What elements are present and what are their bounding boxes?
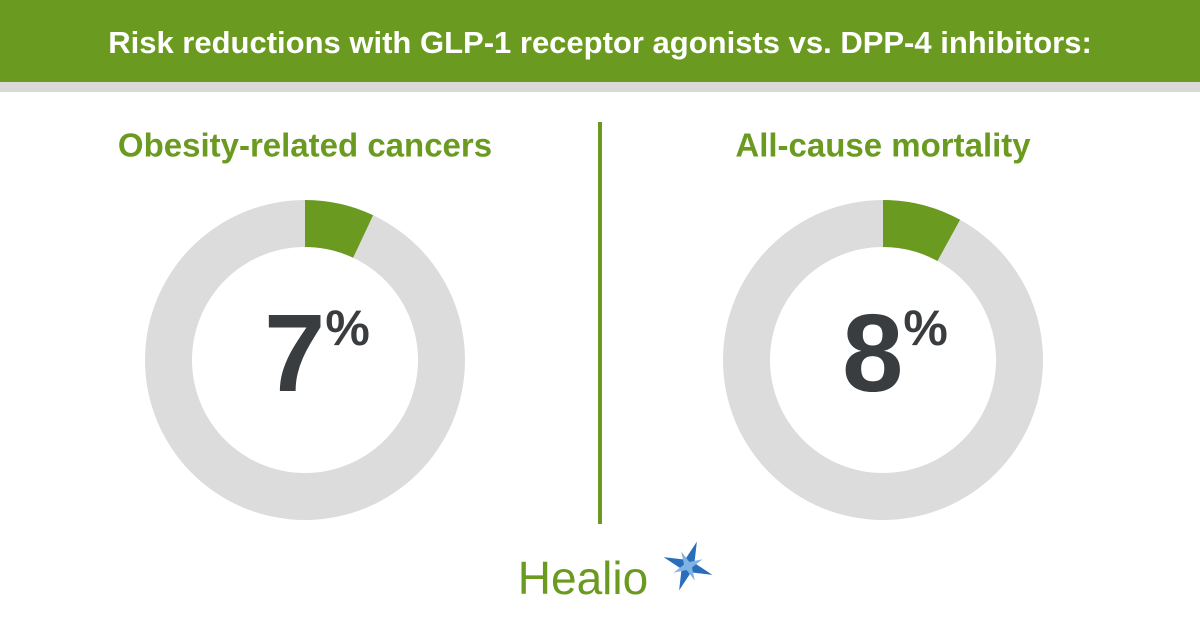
header-bar (0, 0, 1200, 82)
logo-star (663, 541, 713, 591)
page-title: Risk reductions with GLP-1 receptor agon… (108, 25, 1092, 60)
donut-title: All-cause mortality (735, 127, 1031, 164)
logo: Healio (518, 541, 713, 604)
donut-segment (883, 200, 961, 261)
donut-track (723, 200, 1043, 520)
logo-text: Healio (518, 552, 648, 604)
donut-title: Obesity-related cancers (118, 127, 492, 164)
donut-segment (305, 200, 374, 258)
donut-track (145, 200, 465, 520)
header-strip (0, 82, 1200, 92)
value-label: 7% (264, 292, 370, 415)
value-label: 8% (842, 292, 948, 415)
